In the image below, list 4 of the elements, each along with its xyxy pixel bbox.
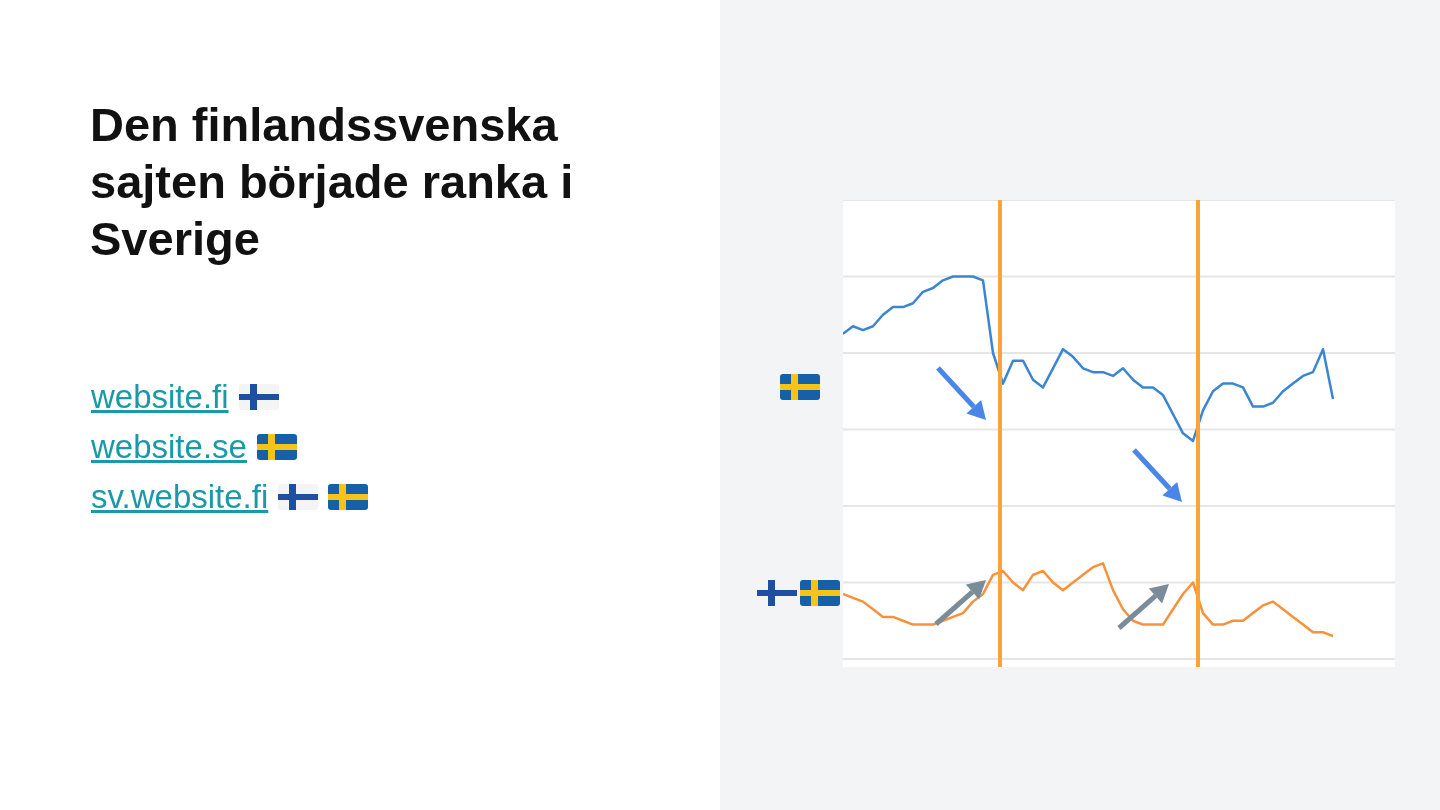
text: Den finlandssvenska sajten började ranka i Sverige xyxy=(90,97,575,267)
text: sv.website.fi xyxy=(91,478,269,516)
text: website.se xyxy=(91,428,247,466)
text: website.fi xyxy=(91,378,229,416)
